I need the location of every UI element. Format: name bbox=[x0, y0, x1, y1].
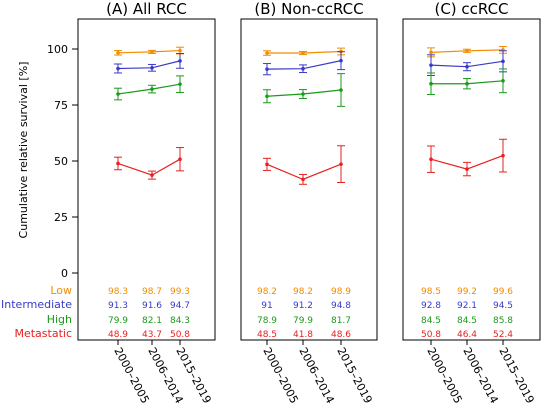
value-low: 98.7 bbox=[142, 287, 162, 297]
series-line-metastatic bbox=[117, 158, 181, 176]
x-tick-label: 2000–2005 bbox=[424, 345, 464, 405]
series-line-metastatic bbox=[266, 163, 342, 181]
value-high: 79.9 bbox=[108, 316, 128, 326]
value-high: 84.3 bbox=[170, 316, 190, 326]
value-low: 98.9 bbox=[331, 287, 351, 297]
series-line-low bbox=[117, 49, 181, 54]
data-point-high bbox=[501, 79, 505, 83]
data-point-intermediate bbox=[339, 58, 343, 63]
value-high: 84.5 bbox=[421, 316, 441, 326]
data-point-metastatic bbox=[301, 177, 305, 182]
value-intermediate: 92.1 bbox=[457, 301, 477, 311]
data-point-metastatic bbox=[501, 153, 505, 158]
data-point-intermediate bbox=[429, 63, 433, 67]
value-intermediate: 91.6 bbox=[142, 301, 162, 311]
y-tick-label: 0 bbox=[61, 267, 68, 280]
data-point-high bbox=[339, 88, 343, 92]
value-high: 81.7 bbox=[331, 316, 351, 326]
value-metastatic: 52.4 bbox=[493, 330, 513, 340]
data-point-metastatic bbox=[429, 157, 433, 162]
value-metastatic: 41.8 bbox=[293, 330, 313, 340]
y-tick-label: 25 bbox=[54, 211, 68, 224]
value-intermediate: 92.8 bbox=[421, 301, 441, 311]
data-point-high bbox=[465, 81, 469, 86]
data-point-high bbox=[301, 92, 305, 96]
data-point-low bbox=[178, 48, 182, 53]
data-point-high bbox=[150, 87, 154, 91]
data-point-intermediate bbox=[150, 66, 154, 70]
data-point-low bbox=[150, 50, 154, 54]
data-point-metastatic bbox=[178, 157, 182, 162]
value-intermediate: 94.7 bbox=[170, 301, 190, 311]
data-point-high bbox=[116, 92, 120, 96]
data-point-high bbox=[178, 82, 182, 86]
x-tick-label: 2000–2005 bbox=[111, 345, 151, 405]
data-point-intermediate bbox=[301, 66, 305, 71]
panel-title: (A) All RCC bbox=[106, 0, 187, 18]
row-label-high: High bbox=[47, 313, 72, 326]
panel-frame bbox=[77, 18, 216, 341]
y-tick-label: 100 bbox=[47, 43, 68, 56]
value-intermediate: 91.3 bbox=[108, 301, 128, 311]
data-point-high bbox=[265, 94, 269, 99]
value-low: 98.2 bbox=[257, 287, 277, 297]
value-metastatic: 50.8 bbox=[421, 330, 441, 340]
panel-frame bbox=[402, 18, 541, 341]
data-point-intermediate bbox=[465, 64, 469, 69]
data-point-intermediate bbox=[116, 66, 120, 71]
y-tick-label: 75 bbox=[54, 99, 68, 112]
value-low: 99.2 bbox=[457, 287, 477, 297]
x-tick-label: 2015–2019 bbox=[496, 345, 536, 405]
value-low: 98.2 bbox=[293, 287, 313, 297]
panel-title: (C) ccRCC bbox=[434, 0, 508, 18]
value-low: 99.3 bbox=[170, 287, 190, 297]
panel-title: (B) Non-ccRCC bbox=[254, 0, 363, 18]
value-metastatic: 48.5 bbox=[257, 330, 277, 340]
data-point-intermediate bbox=[265, 67, 269, 71]
x-tick-label: 2000–2005 bbox=[260, 345, 300, 405]
data-point-metastatic bbox=[116, 161, 120, 166]
value-metastatic: 50.8 bbox=[170, 330, 190, 340]
x-tick-label: 2006–2014 bbox=[296, 345, 336, 405]
data-point-low bbox=[116, 51, 120, 55]
y-tick-label: 50 bbox=[54, 155, 68, 168]
y-axis-label: Cumulative relative survival [%] bbox=[17, 62, 30, 239]
data-point-intermediate bbox=[178, 59, 182, 63]
value-low: 98.5 bbox=[421, 287, 441, 297]
value-high: 82.1 bbox=[142, 316, 162, 326]
value-high: 79.9 bbox=[293, 316, 313, 326]
value-intermediate: 94.5 bbox=[493, 301, 513, 311]
x-tick-label: 2015–2019 bbox=[334, 345, 374, 405]
value-high: 85.8 bbox=[493, 316, 513, 326]
value-metastatic: 48.9 bbox=[108, 330, 128, 340]
data-point-low bbox=[301, 51, 305, 55]
data-point-metastatic bbox=[465, 167, 469, 171]
value-intermediate: 91.2 bbox=[293, 301, 313, 311]
value-low: 98.3 bbox=[108, 287, 128, 297]
value-intermediate: 94.8 bbox=[331, 301, 351, 311]
data-point-metastatic bbox=[150, 173, 154, 177]
value-high: 84.5 bbox=[457, 316, 477, 326]
data-point-metastatic bbox=[265, 162, 269, 167]
data-point-low bbox=[429, 50, 433, 55]
value-low: 99.6 bbox=[493, 287, 513, 297]
value-high: 78.9 bbox=[257, 316, 277, 326]
data-point-metastatic bbox=[339, 162, 343, 166]
data-point-intermediate bbox=[501, 59, 505, 64]
data-point-low bbox=[465, 48, 469, 53]
value-metastatic: 46.4 bbox=[457, 330, 477, 340]
data-point-high bbox=[429, 81, 433, 86]
row-label-metastatic: Metastatic bbox=[14, 327, 72, 340]
x-tick-label: 2006–2014 bbox=[460, 345, 500, 405]
row-label-intermediate: Intermediate bbox=[1, 298, 72, 311]
panel-frame bbox=[240, 18, 378, 341]
value-intermediate: 91 bbox=[261, 301, 272, 311]
value-metastatic: 48.6 bbox=[331, 330, 351, 340]
value-metastatic: 43.7 bbox=[142, 330, 162, 340]
data-point-low bbox=[265, 51, 269, 55]
row-label-low: Low bbox=[50, 284, 72, 297]
